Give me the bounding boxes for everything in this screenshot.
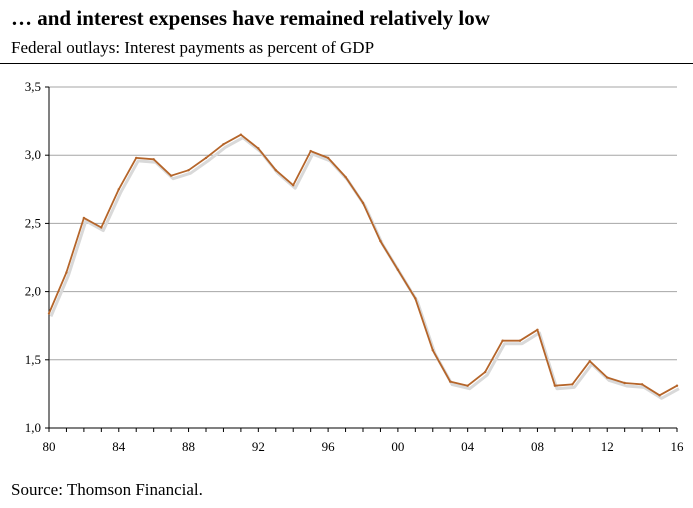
data-point-2014 bbox=[640, 383, 644, 386]
y-tick-label: 2,5 bbox=[25, 215, 41, 230]
series-line-interest-payments bbox=[48, 133, 678, 397]
data-point-1998 bbox=[361, 201, 365, 205]
x-tick-label: 04 bbox=[461, 439, 475, 454]
x-tick-label: 88 bbox=[182, 439, 195, 454]
data-point-2011 bbox=[588, 359, 591, 363]
data-point-1997 bbox=[344, 175, 347, 179]
data-point-1987 bbox=[169, 174, 173, 177]
data-point-1982 bbox=[82, 216, 86, 220]
data-point-2016 bbox=[675, 384, 679, 387]
x-tick-label: 08 bbox=[531, 439, 544, 454]
data-point-2015 bbox=[658, 394, 661, 397]
x-tick-label: 16 bbox=[671, 439, 685, 454]
y-tick-label: 1,5 bbox=[25, 352, 41, 367]
axes bbox=[45, 86, 678, 432]
data-point-1990 bbox=[222, 143, 225, 146]
x-tick-label: 12 bbox=[601, 439, 614, 454]
data-point-2005 bbox=[483, 370, 487, 374]
chart-subtitle: Federal outlays: Interest payments as pe… bbox=[11, 38, 375, 57]
series-layer bbox=[47, 133, 680, 400]
gridlines bbox=[49, 86, 677, 361]
data-point-1999 bbox=[379, 239, 382, 243]
data-point-1980 bbox=[47, 312, 51, 315]
data-point-1991 bbox=[239, 133, 243, 136]
data-point-2006 bbox=[501, 339, 504, 342]
data-point-2008 bbox=[536, 328, 539, 331]
data-point-1989 bbox=[204, 156, 208, 160]
data-point-1995 bbox=[309, 149, 312, 153]
y-tick-label: 2,0 bbox=[25, 284, 41, 299]
data-point-1981 bbox=[65, 271, 68, 274]
x-tick-label: 92 bbox=[252, 439, 265, 454]
data-point-1983 bbox=[100, 226, 103, 229]
data-point-2000 bbox=[396, 268, 400, 271]
data-point-1984 bbox=[117, 188, 120, 191]
data-point-2003 bbox=[449, 380, 452, 383]
title-divider bbox=[0, 63, 693, 64]
data-point-1986 bbox=[152, 158, 155, 161]
data-point-2009 bbox=[553, 384, 557, 387]
y-tick-label: 1,0 bbox=[25, 420, 41, 435]
data-point-2002 bbox=[431, 349, 434, 352]
data-point-1988 bbox=[187, 169, 190, 172]
data-point-1994 bbox=[292, 184, 295, 187]
data-point-2013 bbox=[623, 381, 626, 385]
data-point-1996 bbox=[326, 156, 330, 160]
data-point-1992 bbox=[257, 147, 260, 150]
data-point-1985 bbox=[135, 156, 138, 160]
data-point-2001 bbox=[414, 297, 417, 300]
y-tick-label: 3,5 bbox=[25, 79, 41, 94]
interest-payments-line-chart: 1,0 1,5 2,0 2,5 3,0 3,5 80 84 88 92 96 00 04 08 12 16 bbox=[25, 79, 684, 454]
data-point-2007 bbox=[518, 339, 522, 342]
x-tick-label: 84 bbox=[112, 439, 126, 454]
y-tick-label: 3,0 bbox=[25, 147, 41, 162]
source-note: Source: Thomson Financial. bbox=[11, 480, 203, 499]
x-tick-label: 00 bbox=[391, 439, 404, 454]
data-point-2012 bbox=[606, 376, 609, 379]
x-tick-label: 80 bbox=[43, 439, 56, 454]
tick-labels: 1,0 1,5 2,0 2,5 3,0 3,5 80 84 88 92 96 00 04 08 12 16 bbox=[25, 79, 684, 454]
data-point-1993 bbox=[274, 169, 277, 172]
data-point-2004 bbox=[466, 384, 469, 387]
x-tick-label: 96 bbox=[322, 439, 336, 454]
chart-title: … and interest expenses have remained re… bbox=[11, 6, 490, 30]
data-point-2010 bbox=[571, 383, 574, 386]
series-line-shadow bbox=[49, 136, 680, 400]
